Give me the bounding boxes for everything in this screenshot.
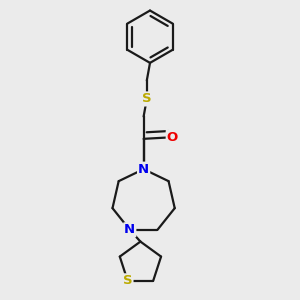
Text: N: N bbox=[124, 223, 135, 236]
Text: O: O bbox=[167, 131, 178, 144]
Text: N: N bbox=[138, 163, 149, 176]
Text: S: S bbox=[123, 274, 133, 287]
Text: S: S bbox=[142, 92, 152, 105]
